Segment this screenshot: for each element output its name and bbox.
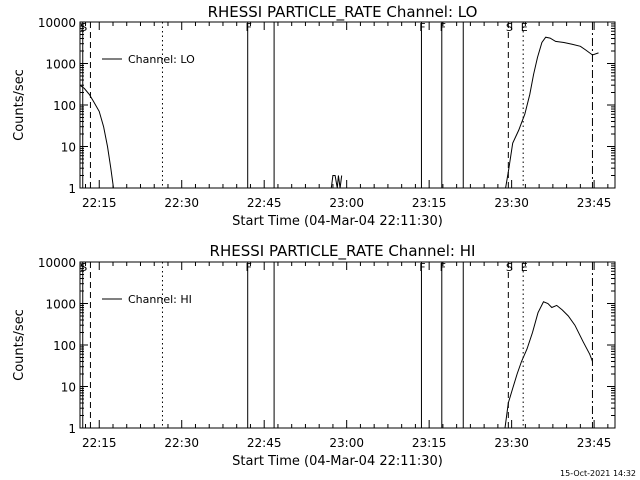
event-marker-label: F	[419, 21, 425, 34]
event-marker-label: F	[246, 21, 252, 34]
x-tick-label: 22:30	[164, 436, 199, 450]
timestamp-label: 15-Oct-2021 14:32	[560, 469, 636, 478]
y-tick-label: 1	[68, 182, 76, 196]
x-tick-label: 23:45	[577, 436, 612, 450]
x-tick-label: 22:45	[247, 436, 282, 450]
x-tick-label: 22:15	[82, 196, 117, 210]
plot-frame	[79, 261, 616, 429]
x-tick-label: 23:00	[329, 436, 364, 450]
series-line	[330, 175, 343, 189]
event-marker-label: S	[80, 261, 87, 274]
lo-channel-panel: RHESSI PARTICLE_RATE Channel: LO 1 10 100 10…	[12, 3, 616, 229]
event-marker-label: S	[506, 261, 513, 274]
event-marker-label: E	[521, 21, 528, 34]
x-tick-label: 23:15	[412, 196, 447, 210]
y-tick-label: 1	[68, 422, 76, 436]
legend-label: Channel: LO	[128, 53, 195, 66]
series-line	[504, 301, 593, 429]
x-tick-label: 22:45	[247, 196, 282, 210]
x-tick-label: 23:15	[412, 436, 447, 450]
hi-channel-panel: RHESSI PARTICLE_RATE Channel: HI 1 10 100 10…	[12, 242, 616, 469]
x-tick-label: 22:30	[164, 196, 199, 210]
x-tick-label: 23:30	[494, 196, 529, 210]
chart-title: RHESSI PARTICLE_RATE Channel: LO	[208, 3, 478, 22]
event-marker-label: S	[506, 21, 513, 34]
event-marker-label: F	[246, 261, 252, 274]
y-tick-label: 100	[53, 339, 76, 353]
event-marker-label: S	[80, 21, 87, 34]
legend-label: Channel: HI	[128, 293, 192, 306]
chart-title: RHESSI PARTICLE_RATE Channel: HI	[210, 242, 476, 261]
x-axis-label: Start Time (04-Mar-04 22:11:30)	[232, 214, 443, 229]
event-marker-label: F	[419, 261, 425, 274]
y-tick-label: 10000	[38, 256, 76, 270]
x-tick-label: 23:00	[329, 196, 364, 210]
event-marker-label: F	[440, 261, 446, 274]
y-tick-label: 10	[61, 141, 76, 155]
y-tick-label: 100	[53, 99, 76, 113]
series-line	[505, 36, 599, 189]
event-marker-label: F	[440, 21, 446, 34]
y-tick-label: 1000	[45, 58, 76, 72]
y-tick-label: 10000	[38, 16, 76, 30]
y-tick-label: 1000	[45, 298, 76, 312]
x-tick-label: 22:15	[82, 436, 117, 450]
series-line	[79, 84, 114, 189]
x-axis-label: Start Time (04-Mar-04 22:11:30)	[232, 454, 443, 469]
plot-frame	[79, 21, 616, 189]
x-tick-label: 23:30	[494, 436, 529, 450]
x-tick-label: 23:45	[577, 196, 612, 210]
event-marker-label: E	[521, 261, 528, 274]
y-axis-label: Counts/sec	[12, 309, 27, 381]
y-axis-label: Counts/sec	[12, 69, 27, 141]
y-tick-label: 10	[61, 381, 76, 395]
